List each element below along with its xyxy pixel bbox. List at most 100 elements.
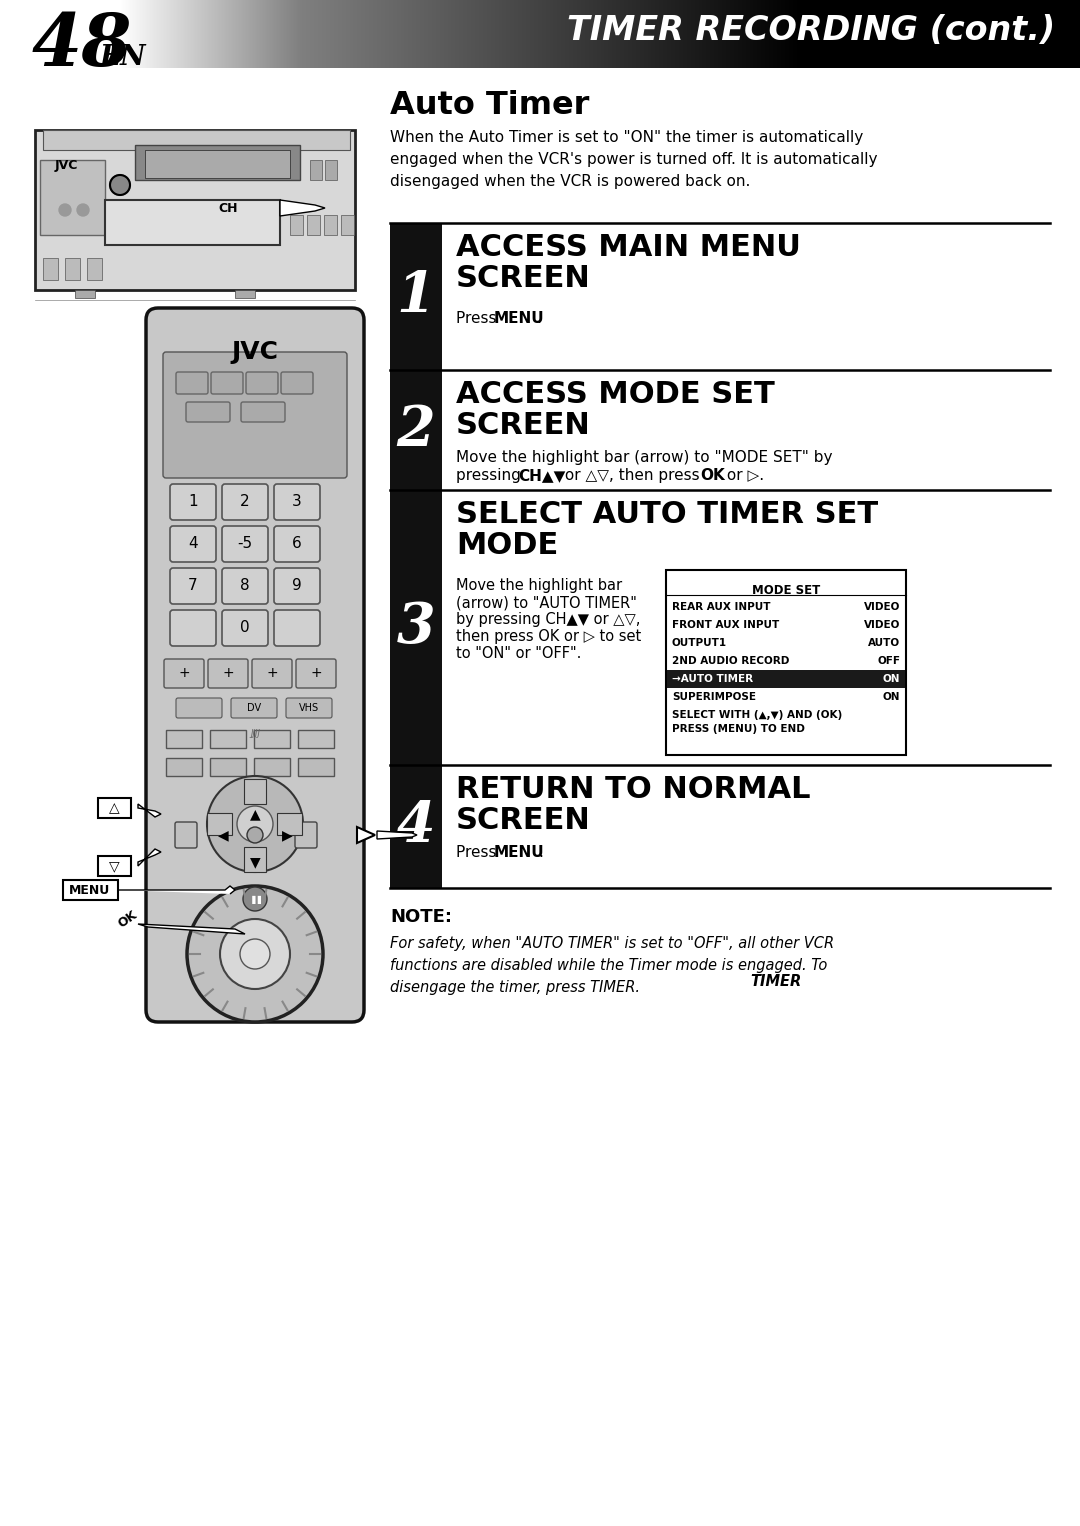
Bar	[207, 813, 232, 835]
Circle shape	[59, 204, 71, 217]
Text: ACCESS MAIN MENU
SCREEN: ACCESS MAIN MENU SCREEN	[456, 233, 801, 293]
Text: Move the highlight bar (arrow) to "MODE SET" by: Move the highlight bar (arrow) to "MODE …	[456, 450, 833, 465]
Text: AUTO: AUTO	[868, 638, 900, 649]
Text: pressing: pressing	[456, 468, 526, 484]
Bar	[75, 290, 95, 298]
FancyBboxPatch shape	[222, 568, 268, 604]
Text: EN: EN	[100, 44, 147, 72]
Bar	[310, 160, 322, 180]
FancyBboxPatch shape	[222, 610, 268, 645]
Text: .: .	[536, 311, 541, 327]
Text: OK: OK	[700, 468, 725, 484]
Polygon shape	[138, 925, 245, 934]
Bar	[390, 369, 442, 490]
Text: CH▲▼: CH▲▼	[518, 468, 565, 484]
Bar	[298, 729, 334, 748]
Bar	[87, 258, 102, 279]
Text: When the Auto Timer is set to "ON" the timer is automatically
engaged when the V: When the Auto Timer is set to "ON" the t…	[390, 130, 877, 189]
Text: 0: 0	[240, 621, 249, 635]
Text: ACCESS MODE SET
SCREEN: ACCESS MODE SET SCREEN	[456, 380, 774, 441]
Text: DV: DV	[247, 703, 261, 713]
Circle shape	[243, 887, 267, 911]
Bar	[210, 758, 246, 777]
Text: by pressing CH▲▼ or △▽,: by pressing CH▲▼ or △▽,	[456, 612, 640, 627]
Text: ▽: ▽	[109, 859, 119, 873]
Bar	[666, 571, 906, 755]
Text: VIDEO: VIDEO	[864, 620, 900, 630]
Circle shape	[220, 919, 291, 989]
Bar	[210, 729, 246, 748]
Text: ▼: ▼	[249, 855, 260, 868]
FancyBboxPatch shape	[241, 401, 285, 423]
FancyBboxPatch shape	[170, 610, 216, 645]
Text: to "ON" or "OFF".: to "ON" or "OFF".	[456, 645, 581, 661]
Text: →AUTO TIMER: →AUTO TIMER	[672, 674, 753, 684]
Text: SELECT WITH (▲,▼) AND (OK): SELECT WITH (▲,▼) AND (OK)	[672, 710, 842, 720]
Text: TIMER: TIMER	[750, 974, 801, 989]
Bar	[390, 490, 442, 765]
Bar	[244, 778, 266, 804]
Bar	[341, 215, 354, 235]
FancyBboxPatch shape	[231, 697, 276, 719]
Text: 7: 7	[188, 578, 198, 594]
Text: 8: 8	[240, 578, 249, 594]
Polygon shape	[118, 887, 235, 894]
FancyBboxPatch shape	[252, 659, 292, 688]
Bar	[324, 215, 337, 235]
FancyBboxPatch shape	[296, 659, 336, 688]
Text: or ▷.: or ▷.	[723, 468, 765, 484]
Text: OFF: OFF	[877, 656, 900, 665]
Text: JVC: JVC	[231, 340, 279, 365]
Text: 2: 2	[240, 494, 249, 510]
Circle shape	[207, 777, 303, 871]
Text: MENU: MENU	[69, 884, 110, 896]
Bar	[298, 758, 334, 777]
Text: VIDEO: VIDEO	[864, 601, 900, 612]
FancyBboxPatch shape	[286, 697, 332, 719]
Text: SUPERIMPOSE: SUPERIMPOSE	[672, 691, 756, 702]
Circle shape	[247, 827, 264, 842]
Polygon shape	[280, 200, 325, 217]
FancyBboxPatch shape	[186, 401, 230, 423]
Bar	[667, 670, 905, 688]
Bar	[63, 881, 118, 900]
Text: TIMER RECORDING (cont.): TIMER RECORDING (cont.)	[567, 14, 1055, 47]
Text: ▲: ▲	[249, 807, 260, 821]
Text: Auto Timer: Auto Timer	[390, 90, 590, 121]
FancyBboxPatch shape	[295, 823, 318, 848]
Text: OK: OK	[116, 908, 140, 931]
FancyBboxPatch shape	[274, 610, 320, 645]
Circle shape	[187, 887, 323, 1022]
Text: (arrow) to "AUTO TIMER": (arrow) to "AUTO TIMER"	[456, 595, 637, 610]
FancyBboxPatch shape	[164, 659, 204, 688]
FancyBboxPatch shape	[281, 372, 313, 394]
Bar	[276, 813, 302, 835]
Bar	[390, 223, 442, 369]
Text: 9: 9	[292, 578, 302, 594]
Text: +: +	[222, 665, 233, 681]
Text: 2ND AUDIO RECORD: 2ND AUDIO RECORD	[672, 656, 789, 665]
Bar	[291, 215, 303, 235]
Text: For safety, when "AUTO TIMER" is set to "OFF", all other VCR
functions are disab: For safety, when "AUTO TIMER" is set to …	[390, 935, 834, 995]
FancyBboxPatch shape	[246, 372, 278, 394]
Circle shape	[237, 806, 273, 842]
Text: Press: Press	[456, 311, 501, 327]
Bar	[307, 215, 320, 235]
Text: MENU: MENU	[494, 311, 544, 327]
Text: △: △	[109, 801, 119, 815]
FancyBboxPatch shape	[163, 353, 347, 478]
Text: 2: 2	[396, 403, 435, 458]
Bar	[166, 758, 202, 777]
Circle shape	[77, 204, 89, 217]
Text: ◀: ◀	[218, 829, 228, 842]
Bar	[254, 729, 291, 748]
Circle shape	[110, 175, 130, 195]
Text: 3: 3	[292, 494, 302, 510]
FancyBboxPatch shape	[35, 130, 355, 290]
Text: JJJJ: JJJJ	[249, 729, 260, 739]
Text: 4: 4	[188, 537, 198, 551]
FancyBboxPatch shape	[274, 484, 320, 520]
Bar	[325, 160, 337, 180]
Bar	[40, 160, 105, 235]
Text: OUTPUT1: OUTPUT1	[672, 638, 727, 649]
